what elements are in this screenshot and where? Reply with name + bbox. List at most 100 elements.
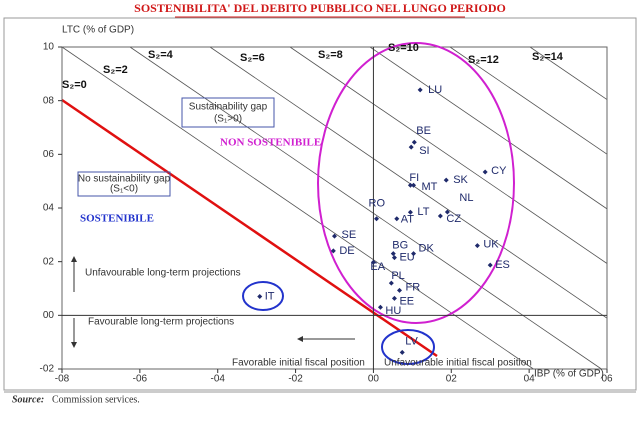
- highlight-ellipse: [317, 42, 515, 324]
- x-tick-label: 00: [368, 374, 380, 385]
- point-label: SK: [453, 174, 468, 186]
- annotation: SOSTENIBILE: [80, 213, 154, 225]
- s2-label: S₂=8: [318, 49, 343, 61]
- arrow-head: [71, 256, 77, 262]
- point: [408, 144, 414, 150]
- annotation: NON SOSTENIBILE: [220, 137, 321, 149]
- point: [377, 304, 383, 310]
- source-text: Commission services.: [52, 394, 140, 405]
- annotation: Favorable initial fiscal position: [232, 358, 365, 369]
- point: [474, 243, 480, 249]
- y-tick-label: 00: [43, 310, 55, 321]
- point-label: RO: [369, 198, 386, 210]
- y-tick-label: 04: [43, 203, 55, 214]
- point: [390, 251, 396, 257]
- point: [394, 216, 400, 222]
- annotation: Unfavourable initial fiscal position: [384, 358, 532, 369]
- x-tick-label: -02: [288, 374, 303, 385]
- point-label: DE: [339, 245, 354, 257]
- x-tick-label: 04: [524, 374, 536, 385]
- x-tick-label: 06: [601, 374, 613, 385]
- point: [370, 259, 376, 265]
- point-label: ES: [495, 259, 510, 271]
- y-axis-label: LTC (% of GDP): [62, 25, 134, 36]
- point-label: SE: [342, 229, 357, 241]
- point-label: SI: [419, 145, 429, 157]
- s2-label: S₂=12: [468, 54, 499, 66]
- annotation: (S₁>0): [214, 114, 242, 125]
- point-label: EE: [399, 295, 414, 307]
- highlight-ellipse: [381, 329, 435, 365]
- x-tick-label: -06: [133, 374, 148, 385]
- point: [411, 139, 417, 145]
- y-tick-label: 08: [43, 95, 55, 106]
- chart-title: SOSTENIBILITA' DEL DEBITO PUBBLICO NEL L…: [134, 1, 506, 15]
- point-label: NL: [459, 192, 473, 204]
- point-label: EU: [399, 252, 414, 264]
- point: [332, 233, 337, 239]
- s2-label: S₂=0: [62, 79, 87, 91]
- iso-line: [289, 46, 608, 264]
- y-tick-label: 02: [43, 256, 55, 267]
- y-tick-label: 06: [43, 149, 55, 160]
- annotation: Unfavourable long-term projections: [85, 268, 241, 279]
- point: [444, 209, 450, 215]
- point: [407, 182, 413, 188]
- annotation: (S₁<0): [110, 184, 138, 195]
- point-label: LV: [405, 335, 418, 347]
- annotation: Sustainability gap: [189, 102, 268, 113]
- point-label: FR: [406, 281, 421, 293]
- point: [399, 349, 405, 355]
- s2-label: S₂=2: [103, 64, 128, 76]
- iso-line: [449, 46, 608, 155]
- point-label: LU: [428, 84, 442, 96]
- point: [407, 209, 413, 215]
- point-label: EA: [370, 261, 385, 273]
- point-label: BG: [392, 240, 408, 252]
- x-tick-label: -04: [210, 374, 225, 385]
- point: [391, 255, 397, 261]
- iso-line: [369, 46, 608, 210]
- s2-label: S₂=4: [148, 49, 174, 61]
- arrow-head: [71, 342, 77, 348]
- annotation: Favourable long-term projections: [88, 317, 234, 328]
- y-tick-label: -02: [40, 364, 55, 375]
- point: [397, 287, 403, 293]
- point: [437, 213, 443, 219]
- annotation-box: [181, 97, 275, 128]
- point: [417, 87, 423, 93]
- source-label: Source:: [12, 394, 44, 405]
- x-tick-label: 02: [446, 374, 458, 385]
- x-tick-label: -08: [55, 374, 70, 385]
- point: [391, 295, 397, 301]
- annotation: No sustainability gap: [78, 174, 171, 185]
- s2-label: S₂=6: [240, 52, 265, 64]
- point-label: CZ: [446, 213, 461, 225]
- y-tick-label: 10: [43, 42, 55, 53]
- point-label: PL: [391, 270, 404, 282]
- arrow-head: [297, 336, 303, 342]
- point-label: BE: [416, 125, 431, 137]
- point-label: HU: [385, 305, 401, 317]
- annotation-box: [77, 171, 171, 197]
- point: [330, 248, 336, 254]
- point: [388, 280, 394, 286]
- s2-label: S₂=14: [532, 51, 564, 63]
- point-label: DK: [419, 243, 435, 255]
- point-label: CY: [491, 165, 507, 177]
- point-label: FI: [409, 172, 419, 184]
- point: [374, 216, 380, 222]
- point: [411, 251, 417, 257]
- threshold-line: [61, 98, 438, 358]
- point: [443, 177, 449, 183]
- iso-line: [209, 46, 608, 319]
- point: [482, 169, 488, 175]
- iso-line: [529, 46, 608, 100]
- point: [257, 294, 263, 300]
- point-label: MT: [422, 181, 438, 193]
- highlight-ellipse: [242, 281, 284, 311]
- point-label: LT: [417, 206, 429, 218]
- point: [487, 262, 493, 268]
- outer-frame: [3, 17, 637, 391]
